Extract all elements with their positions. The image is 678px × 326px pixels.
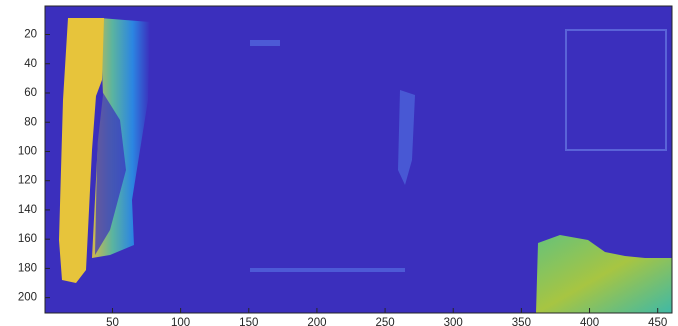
image-region — [250, 268, 405, 272]
image-region — [250, 40, 280, 46]
y-tick-label: 100 — [18, 145, 37, 157]
image-region — [59, 18, 104, 283]
x-tick-label: 50 — [106, 317, 119, 326]
y-tick-label: 40 — [24, 58, 37, 70]
image-region — [398, 90, 415, 185]
x-tick-label: 150 — [239, 317, 258, 326]
y-tick-label: 140 — [18, 204, 37, 216]
y-tick-label: 80 — [24, 116, 37, 128]
image-region — [536, 235, 672, 313]
image-region — [95, 88, 126, 255]
image-area — [44, 5, 673, 314]
y-tick-label: 120 — [18, 175, 37, 187]
y-tick-label: 60 — [24, 87, 37, 99]
x-tick-label: 450 — [648, 317, 667, 326]
x-tick-label: 250 — [375, 317, 394, 326]
image-region — [565, 29, 667, 151]
y-tick-label: 160 — [18, 233, 37, 245]
x-tick-label: 100 — [171, 317, 190, 326]
y-tick-label: 200 — [18, 292, 37, 304]
x-tick-label: 300 — [444, 317, 463, 326]
y-tick-label: 180 — [18, 262, 37, 274]
x-tick-label: 200 — [307, 317, 326, 326]
x-tick-label: 350 — [512, 317, 531, 326]
x-tick-label: 400 — [580, 317, 599, 326]
axes-box — [44, 5, 673, 314]
y-tick-label: 20 — [24, 29, 37, 41]
